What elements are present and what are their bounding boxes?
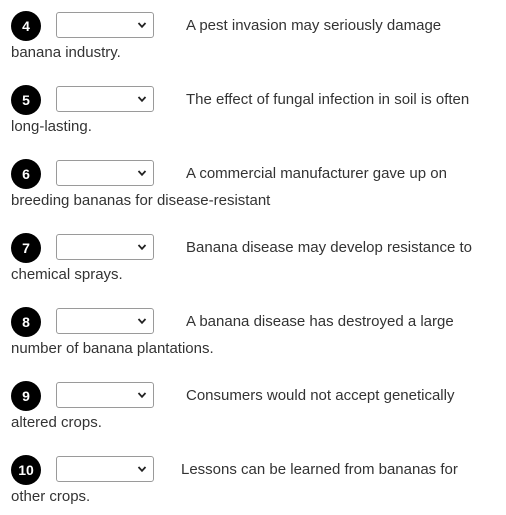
question-7: 7 Banana disease may develop resistance …	[0, 233, 506, 293]
question-6: 6 A commercial manufacturer gave up on b…	[0, 159, 506, 219]
question-text: A commercial manufacturer gave up on	[186, 165, 447, 182]
question-number-badge: 8	[11, 307, 41, 337]
question-text-continued: number of banana plantations.	[11, 340, 214, 357]
question-text: Banana disease may develop resistance to	[186, 239, 473, 256]
question-number-badge: 7	[11, 233, 41, 263]
question-10: 10 Lessons can be learned from bananas f…	[0, 455, 506, 515]
answer-dropdown[interactable]	[56, 382, 154, 408]
chevron-down-icon	[137, 318, 147, 325]
question-text-continued: other crops.	[11, 488, 91, 505]
question-number-badge: 10	[11, 455, 41, 485]
chevron-down-icon	[137, 96, 147, 103]
chevron-down-icon	[137, 244, 147, 251]
chevron-down-icon	[137, 392, 147, 399]
question-text: Consumers would not accept genetically	[186, 387, 455, 404]
answer-dropdown[interactable]	[56, 308, 154, 334]
chevron-down-icon	[137, 22, 147, 29]
chevron-down-icon	[137, 466, 147, 473]
question-text-continued: breeding bananas for disease-resistant	[11, 192, 271, 209]
question-number-badge: 9	[11, 381, 41, 411]
question-text: A banana disease has destroyed a large	[186, 313, 454, 330]
question-text-continued: long-lasting.	[11, 118, 92, 135]
question-text: A pest invasion may seriously damage	[186, 17, 442, 34]
answer-dropdown[interactable]	[56, 12, 154, 38]
question-8: 8 A banana disease has destroyed a large…	[0, 307, 506, 367]
question-text-continued: altered crops.	[11, 414, 102, 431]
question-number-badge: 4	[11, 11, 41, 41]
question-text: The effect of fungal infection in soil i…	[186, 91, 470, 108]
question-number-badge: 5	[11, 85, 41, 115]
answer-dropdown[interactable]	[56, 86, 154, 112]
question-5: 5 The effect of fungal infection in soil…	[0, 85, 506, 145]
answer-dropdown[interactable]	[56, 456, 154, 482]
answer-dropdown[interactable]	[56, 160, 154, 186]
question-4: 4 A pest invasion may seriously damage b…	[0, 11, 506, 71]
answer-dropdown[interactable]	[56, 234, 154, 260]
question-text-continued: chemical sprays.	[11, 266, 123, 283]
chevron-down-icon	[137, 170, 147, 177]
question-9: 9 Consumers would not accept genetically…	[0, 381, 506, 441]
question-text-continued: banana industry.	[11, 44, 121, 61]
question-number-badge: 6	[11, 159, 41, 189]
question-text: Lessons can be learned from bananas for	[181, 461, 458, 478]
